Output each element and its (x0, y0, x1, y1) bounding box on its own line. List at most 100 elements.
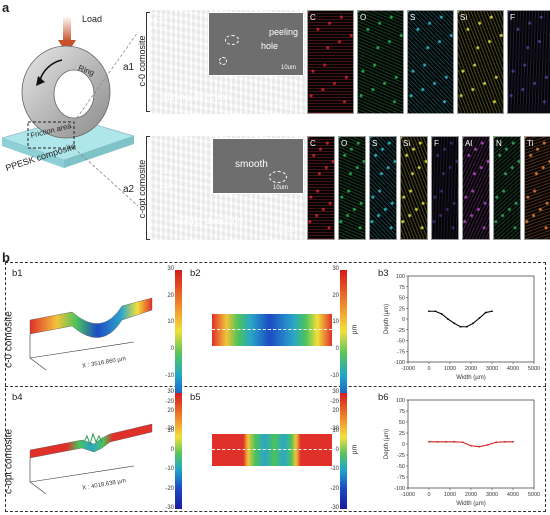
data-point (447, 318, 449, 320)
eds-map-c: C (307, 10, 354, 114)
eds-map-label: F (434, 139, 439, 148)
plot-frame (407, 275, 535, 363)
b6-label: b6 (378, 392, 389, 403)
a1-scale: 100um (278, 102, 297, 108)
colorbar-tick: 30 (332, 266, 339, 272)
x-tick-label: 5000 (528, 366, 540, 372)
a1-sem-image: a1 peeling hole 10um sliding direction 1… (123, 10, 306, 114)
row1-side: c-0 comosite (3, 311, 15, 368)
eds-map-label: S (372, 139, 378, 148)
data-point (512, 440, 514, 443)
ring-schematic (1, 16, 139, 207)
a1-maps: C O S Si F (307, 10, 550, 114)
peeling-annotation: peeling (269, 27, 299, 37)
eds-map-label: N (496, 139, 502, 148)
panel-a-label: a (2, 0, 10, 15)
y-tick-label: -75 (397, 475, 405, 481)
b1-colorbar: 30 20 10 0 -10 -20 -30 (165, 266, 182, 432)
eds-map-s: S (407, 10, 454, 114)
colorbar-tick: -30 (165, 505, 174, 511)
colorbar-tick: 10 (167, 319, 174, 326)
x-tick-label: 3000 (486, 366, 498, 372)
y-tick-label: 0 (402, 317, 405, 323)
x-axis-label: Width (µm) (456, 501, 485, 507)
colorbar-tick: 0 (170, 346, 174, 352)
a1-inset-scale: 10um (281, 65, 297, 71)
colorbar-tick: 30 (167, 389, 174, 395)
colorbar-tick: -20 (330, 485, 339, 492)
colorbar-tick: 30 (332, 389, 339, 395)
eds-map-o: O (357, 10, 404, 114)
colorbar-tick: 20 (167, 292, 174, 299)
colorbar-tick: 0 (335, 447, 339, 453)
colorbar-tick: 10 (332, 319, 339, 326)
data-point (444, 440, 447, 443)
y-tick-label: -25 (397, 328, 405, 334)
y-tick-label: -100 (394, 360, 405, 366)
b3-depth-chart: -1000 0 1000 2000 3000 4000 5000 100 75 50 25 0 -25 -… (384, 274, 540, 381)
eds-map-label: Ti (527, 139, 534, 148)
y-tick-label: 100 (396, 274, 405, 280)
eds-map-al: Al (462, 136, 490, 240)
x-tick-label: 1000 (444, 492, 456, 498)
eds-map-s: S (369, 136, 397, 240)
b1-label: b1 (12, 268, 23, 279)
y-tick-label: -50 (397, 464, 405, 470)
data-point (453, 440, 456, 443)
data-point (478, 317, 481, 320)
y-axis-label: Depth (µm) (384, 304, 390, 334)
data-point (486, 443, 489, 446)
a1-bracket (146, 12, 150, 112)
y-tick-label: 25 (399, 306, 405, 312)
b5-unit: µm (351, 444, 359, 455)
colorbar-tick: 0 (335, 346, 339, 352)
colorbar-tick: 20 (332, 408, 339, 415)
colorbar-tick: 10 (167, 427, 174, 434)
data-point (495, 441, 498, 444)
x-tick-label: 4000 (507, 366, 519, 372)
b4-label: b4 (12, 392, 23, 403)
eds-map-c: C (307, 136, 335, 240)
eds-map-label: S (410, 13, 416, 22)
data-point (465, 325, 468, 328)
colorbar-tick: -20 (165, 399, 174, 406)
a2-bracket (146, 136, 150, 240)
data-point (491, 310, 493, 313)
panel-b-frame (5, 262, 546, 512)
y-tick-label: 50 (399, 420, 405, 426)
a1-direction: sliding direction (162, 92, 231, 103)
hole-marker (225, 35, 239, 45)
y-tick-label: 75 (399, 409, 405, 415)
eds-map-label: O (360, 13, 367, 22)
x-axis-label: Width (µm) (456, 375, 485, 381)
eds-map-label: C (310, 139, 316, 148)
eds-map-ti: Ti (524, 136, 550, 240)
smooth-marker (269, 171, 287, 183)
y-tick-label: 0 (402, 442, 405, 448)
y-tick-label: 100 (396, 398, 405, 404)
x-tick-label: 2000 (465, 492, 477, 498)
eds-map-si: Si (457, 10, 504, 114)
plot-frame (407, 399, 535, 489)
a2-direction: sliding direction (174, 216, 243, 227)
y-tick-label: 25 (399, 431, 405, 437)
data-point (436, 440, 439, 443)
load-label: Load (82, 14, 103, 24)
a2-maps: C O S Si F Al N Ti (307, 136, 550, 240)
row2-colorbar-a: 30 20 10 0 -10 -20 -30 (165, 389, 182, 511)
colorbar-tick: -30 (330, 426, 339, 432)
a2-zoom-box (160, 172, 170, 188)
data-point (472, 322, 474, 325)
data-point (434, 310, 437, 313)
colorbar-tick: 20 (167, 408, 174, 415)
b5-height-map (212, 434, 332, 466)
a2-panel-label: a2 (123, 184, 135, 195)
y-tick-label: 75 (399, 285, 405, 291)
colorbar-tick: -20 (165, 485, 174, 492)
a1-zoom-box (154, 18, 166, 28)
a2-inset-scale: 10um (273, 185, 289, 191)
y-tick-label: -25 (397, 453, 405, 459)
eds-map-si: Si (400, 136, 428, 240)
colorbar-tick: 0 (170, 447, 174, 453)
eds-map-n: N (493, 136, 521, 240)
